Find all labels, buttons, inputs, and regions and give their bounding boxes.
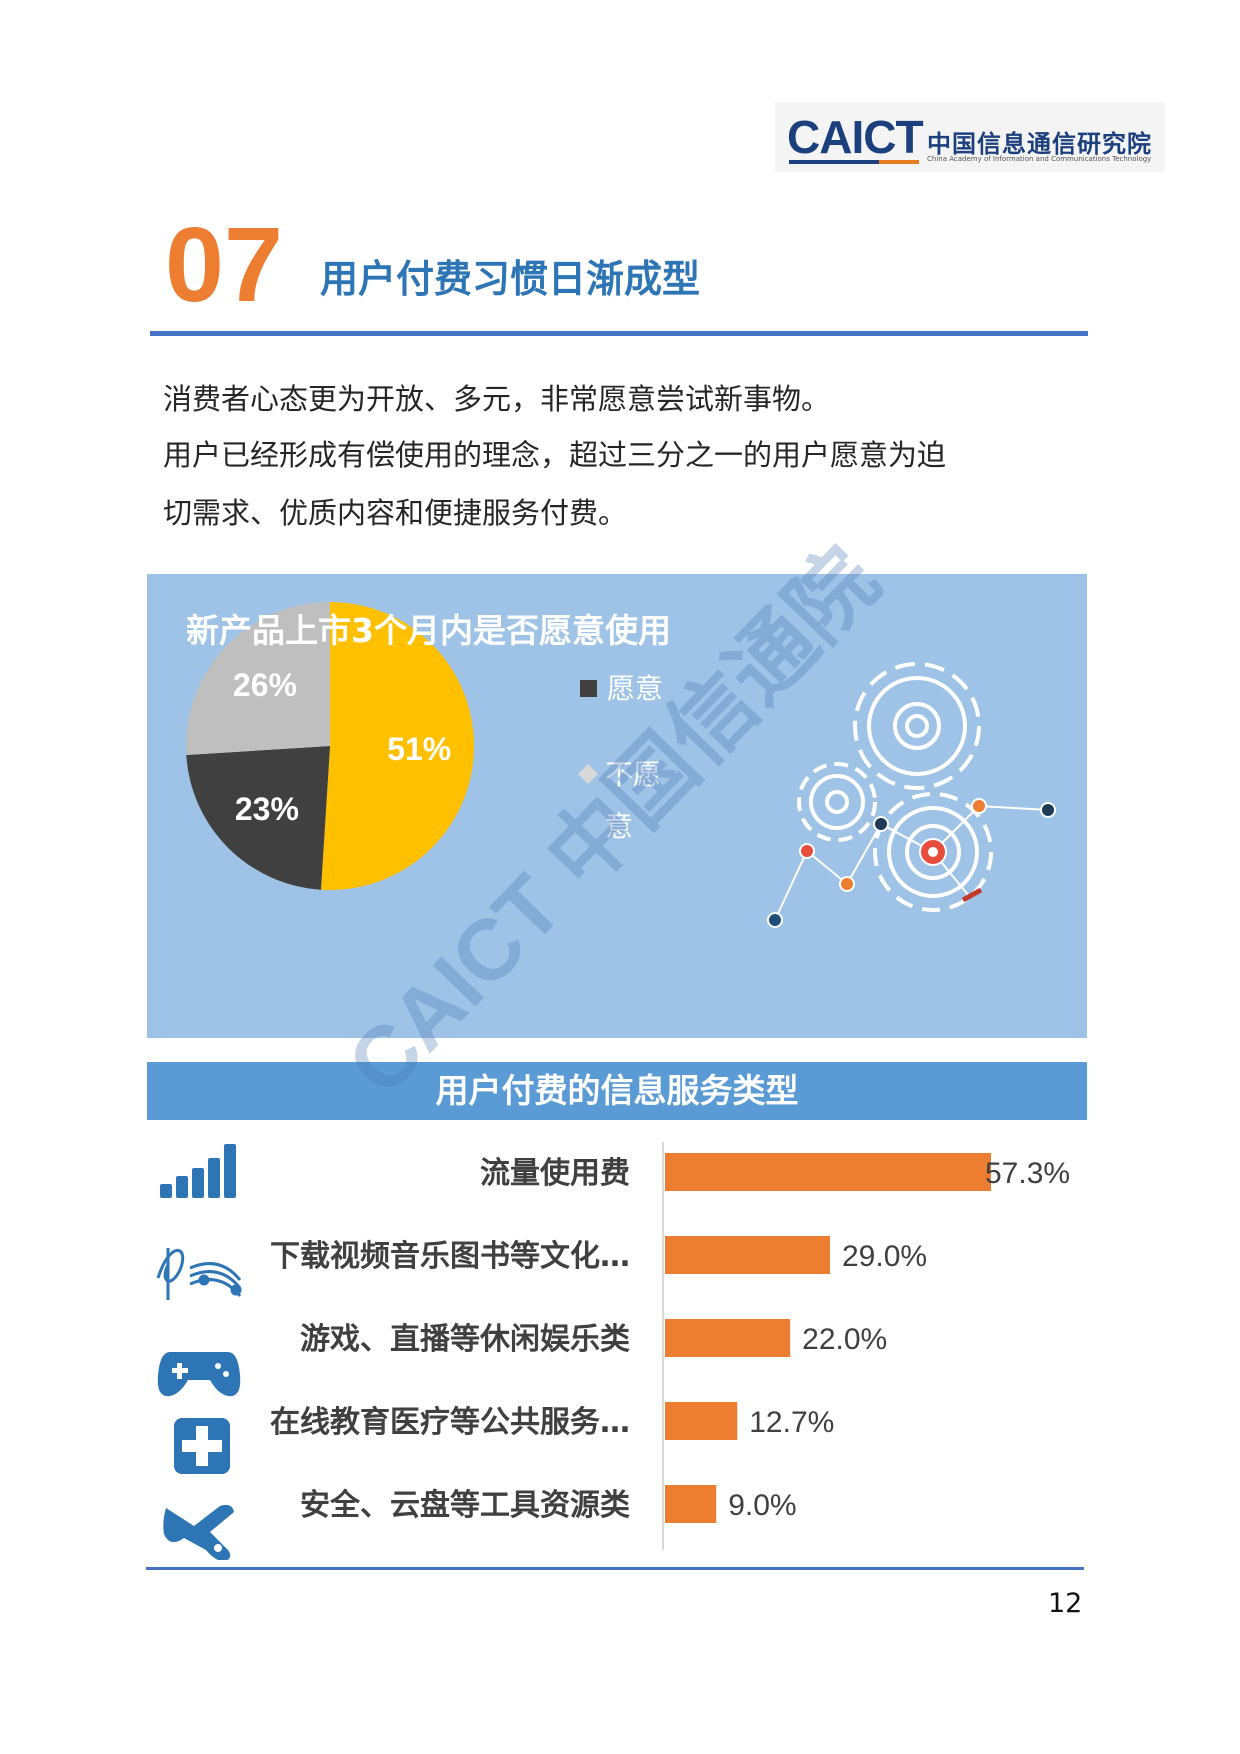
bar-value-label-1: 29.0% — [842, 1240, 927, 1273]
network-nodes-decoration — [767, 798, 1056, 928]
signal-bars-icon — [160, 1144, 236, 1198]
music-notes-icon — [156, 1248, 242, 1300]
bar-2 — [665, 1319, 791, 1357]
pie-label-0: 51% — [387, 731, 451, 767]
pie-slices — [186, 602, 474, 890]
bar-category-label-1: 下载视频音乐图书等文化… — [270, 1239, 630, 1274]
pie-slice-2 — [186, 602, 330, 756]
bar-value-label-2: 22.0% — [802, 1323, 887, 1356]
bar-category-label-0: 流量使用费 — [480, 1156, 630, 1191]
watermark-text: CAICT 中国信通院 — [330, 531, 897, 1113]
legend-label-unwilling-line2: 意 — [605, 810, 633, 843]
section-title: 用户付费习惯日渐成型 — [320, 257, 701, 301]
pie-labels: 51% 23% 26% — [233, 667, 451, 827]
gears-decoration-icon — [797, 662, 993, 912]
pie-label-2: 26% — [233, 667, 297, 703]
logo-english-name: China Academy of Information and Communi… — [927, 155, 1152, 163]
bar-value-label-4: 9.0% — [728, 1489, 796, 1522]
pie-slice-0 — [320, 602, 474, 890]
logo-underline-blue — [789, 160, 879, 164]
page-number: 12 — [1048, 1588, 1083, 1619]
wrench-icon — [163, 1504, 234, 1560]
legend-label-willing: 愿意 — [607, 672, 663, 705]
bar-value-label-3: 12.7% — [749, 1406, 834, 1439]
medical-cross-icon — [174, 1418, 230, 1474]
logo-mark: CAICT — [787, 111, 924, 163]
bar-0 — [665, 1153, 991, 1191]
bar-1 — [665, 1236, 830, 1274]
bar-value-label-0: 57.3% — [985, 1157, 1070, 1190]
legend-marker-willing — [580, 680, 597, 697]
bar-rows: 流量使用费 57.3% 下载视频音乐图书等文化… 29.0% 游戏、直播等休闲娱乐类 22… — [270, 1153, 1070, 1523]
legend-label-unwilling-line1: 不愿 — [605, 758, 661, 791]
bar-4 — [665, 1485, 717, 1523]
legend-marker-unwilling — [578, 764, 598, 784]
caict-logo: CAICT 中国信息通信研究院 China Academy of Informa… — [775, 102, 1165, 172]
pie-label-1: 23% — [235, 791, 299, 827]
bar-chart-title: 用户付费的信息服务类型 — [435, 1071, 799, 1110]
logo-chinese-name: 中国信息通信研究院 — [927, 130, 1152, 158]
gamepad-icon — [157, 1352, 241, 1397]
bar-3 — [665, 1402, 738, 1440]
body-line-2: 用户已经形成有偿使用的理念，超过三分之一的用户愿意为迫 — [163, 438, 947, 472]
section-number: 07 — [165, 206, 283, 324]
bar-chart: 流量使用费 57.3% 下载视频音乐图书等文化… 29.0% 游戏、直播等休闲娱乐类 22… — [156, 1142, 1070, 1560]
logo-underline-orange — [879, 160, 919, 164]
pie-chart-title: 新产品上市3个月内是否愿意使用 — [186, 611, 671, 650]
bottom-divider — [146, 1567, 1084, 1570]
bar-category-label-4: 安全、云盘等工具资源类 — [300, 1488, 630, 1523]
title-divider — [150, 331, 1088, 336]
pie-slice-1 — [186, 746, 330, 890]
bar-category-label-2: 游戏、直播等休闲娱乐类 — [300, 1322, 630, 1357]
body-line-3: 切需求、优质内容和便捷服务付费。 — [163, 496, 628, 530]
bar-category-label-3: 在线教育医疗等公共服务… — [270, 1405, 630, 1440]
body-line-1: 消费者心态更为开放、多元，非常愿意尝试新事物。 — [163, 382, 831, 416]
bar-chart-title-band — [147, 1062, 1087, 1120]
